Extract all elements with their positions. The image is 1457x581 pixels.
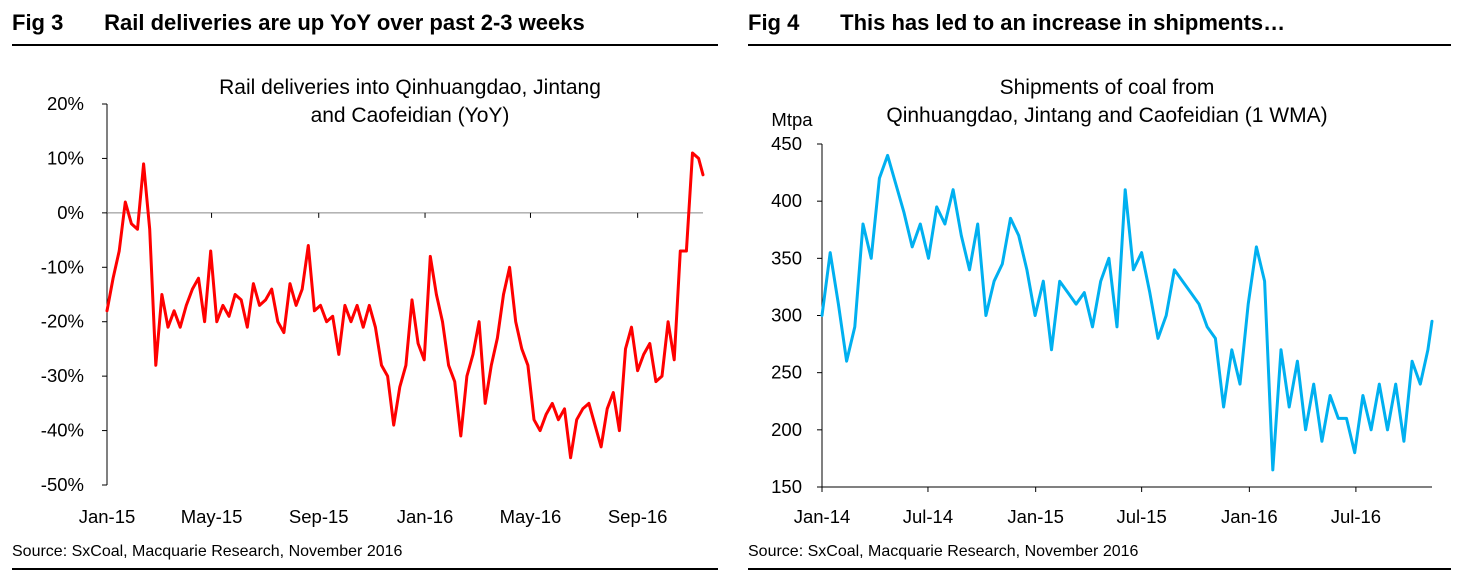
figure-4-label: Fig 4	[748, 10, 800, 35]
chart-title-line: Shipments of coal from	[1000, 76, 1215, 99]
x-tick-label: Jan-16	[397, 506, 454, 527]
x-tick-label: Jan-15	[79, 506, 136, 527]
x-tick-label: Jan-16	[1221, 506, 1278, 527]
x-tick-label: May-16	[500, 506, 562, 527]
x-tick-label: May-15	[181, 506, 243, 527]
figure-3-panel: Fig 3 Rail deliveries are up YoY over pa…	[0, 0, 718, 581]
y-tick-label: 350	[771, 247, 802, 268]
x-tick-label: Jan-14	[794, 506, 851, 527]
y-tick-label: 0%	[57, 202, 84, 223]
figure-3-bottom-rule	[12, 568, 718, 570]
y-tick-label: -20%	[41, 311, 84, 332]
chart-title-line: Qinhuangdao, Jintang and Caofeidian (1 W…	[886, 104, 1327, 127]
figure-3-label: Fig 3	[12, 10, 64, 35]
figure-4-heading: This has led to an increase in shipments…	[840, 10, 1286, 35]
y-tick-label: 300	[771, 305, 802, 326]
figure-4-header: Fig 4 This has led to an increase in shi…	[748, 10, 1285, 42]
figure-4-panel: Fig 4 This has led to an increase in shi…	[748, 0, 1457, 581]
y-tick-label: 250	[771, 362, 802, 383]
y-tick-label: 450	[771, 133, 802, 154]
figure-3-header: Fig 3 Rail deliveries are up YoY over pa…	[12, 10, 585, 42]
figure-3-source: Source: SxCoal, Macquarie Research, Nove…	[12, 543, 403, 560]
y-tick-label: -40%	[41, 420, 84, 441]
y-tick-label: 200	[771, 419, 802, 440]
x-tick-label: Jul-16	[1331, 506, 1381, 527]
figure-4-bottom-rule	[748, 568, 1451, 570]
y-tick-label: 150	[771, 476, 802, 497]
figure-3-top-rule	[12, 44, 718, 46]
y-axis-label: Mtpa	[771, 109, 813, 130]
y-tick-label: 10%	[47, 147, 84, 168]
chart-title-line: Rail deliveries into Qinhuangdao, Jintan…	[219, 76, 601, 99]
y-tick-label: -30%	[41, 365, 84, 386]
figure-4-top-rule	[748, 44, 1451, 46]
chart-title-line: and Caofeidian (YoY)	[311, 104, 510, 127]
y-tick-label: -10%	[41, 256, 84, 277]
y-tick-label: 400	[771, 190, 802, 211]
series-line	[820, 153, 1434, 472]
figure-4-chart: Shipments of coal from Qinhuangdao, Jinta…	[771, 76, 1434, 527]
figure-3-heading: Rail deliveries are up YoY over past 2-3…	[104, 10, 585, 35]
x-tick-label: Jul-14	[903, 506, 953, 527]
x-tick-label: Sep-16	[608, 506, 668, 527]
y-tick-label: -50%	[41, 474, 84, 495]
series-line	[105, 151, 705, 460]
figure-4-source: Source: SxCoal, Macquarie Research, Nove…	[748, 543, 1139, 560]
y-tick-label: 20%	[47, 93, 84, 114]
x-tick-label: Jan-15	[1007, 506, 1064, 527]
figure-3-chart: Rail deliveries into Qinhuangdao, Jintan…	[41, 76, 705, 527]
x-tick-label: Sep-15	[289, 506, 349, 527]
x-tick-label: Jul-15	[1116, 506, 1166, 527]
